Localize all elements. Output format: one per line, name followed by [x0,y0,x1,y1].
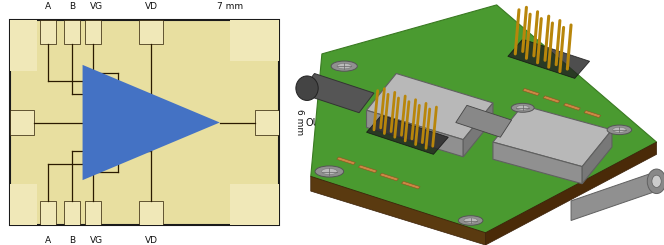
Text: A: A [44,2,50,11]
Polygon shape [508,39,590,78]
Ellipse shape [647,169,664,194]
Ellipse shape [517,105,529,110]
Bar [230,20,279,61]
Polygon shape [311,5,657,233]
Ellipse shape [296,76,318,100]
Text: A: A [44,236,50,245]
Polygon shape [523,88,539,96]
Text: B: B [69,2,75,11]
Ellipse shape [321,169,337,174]
Text: 7 mm: 7 mm [217,2,244,11]
Polygon shape [456,105,511,137]
Polygon shape [367,110,463,157]
Ellipse shape [337,63,351,69]
Ellipse shape [315,166,344,177]
Polygon shape [402,181,420,189]
Text: VG: VG [90,236,102,245]
Bar [10,184,37,225]
Polygon shape [582,130,612,184]
Bar [40,20,56,44]
Polygon shape [493,105,612,167]
Polygon shape [543,96,560,103]
Ellipse shape [511,103,534,112]
Text: 6 mm: 6 mm [295,110,304,135]
Polygon shape [380,173,398,181]
Bar [255,110,279,135]
Polygon shape [299,74,374,113]
Ellipse shape [458,216,483,225]
Ellipse shape [607,125,631,135]
Polygon shape [463,103,493,157]
Bar [139,201,163,225]
Text: VD: VD [145,2,157,11]
Polygon shape [493,142,582,184]
Bar [64,20,80,44]
Polygon shape [367,115,448,154]
Bar [10,20,37,71]
Polygon shape [584,110,601,118]
Text: OUT: OUT [306,118,327,127]
Bar [85,201,102,225]
Ellipse shape [652,175,661,187]
Text: VD: VD [145,236,157,245]
Polygon shape [485,142,657,245]
Text: VG: VG [90,2,102,11]
Bar [40,201,56,225]
Bar [10,110,34,135]
Bar [230,184,279,225]
Ellipse shape [331,61,357,71]
Ellipse shape [464,218,477,223]
Polygon shape [337,157,355,165]
Polygon shape [311,176,485,245]
Bar [64,201,80,225]
Polygon shape [367,74,493,140]
Polygon shape [571,172,657,220]
Polygon shape [564,103,580,110]
Polygon shape [82,65,220,180]
Text: B: B [69,236,75,245]
Ellipse shape [613,127,626,132]
Bar [85,20,102,44]
Polygon shape [359,165,377,173]
Bar [139,20,163,44]
